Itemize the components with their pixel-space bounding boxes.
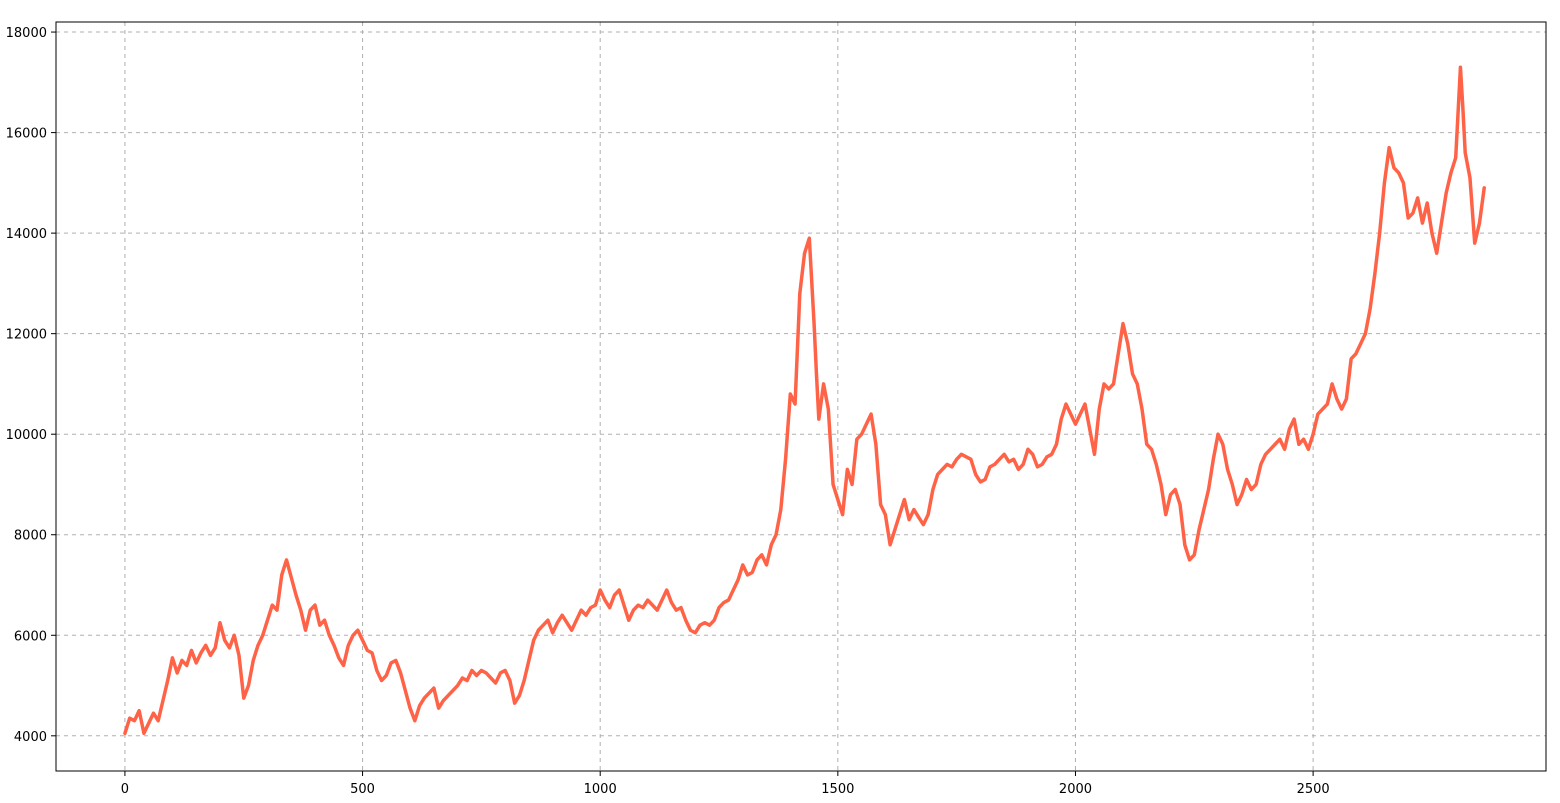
x-axis-ticks: 0 500 1000 1500 2000 2500 [121, 771, 1330, 797]
series-lines [123, 65, 1486, 736]
x-tick-label: 0 [121, 782, 129, 797]
series-line [123, 65, 1486, 736]
x-tick-label: 2500 [1297, 782, 1330, 797]
y-tick-label: 18000 [6, 26, 47, 41]
y-tick-label: 10000 [6, 428, 47, 443]
x-tick-label: 1500 [821, 782, 854, 797]
y-axis-ticks: 4000 6000 8000 10000 12000 14000 16000 18000 [6, 26, 56, 745]
y-tick-label: 14000 [6, 227, 47, 242]
y-tick-label: 8000 [14, 529, 47, 544]
x-tick-label: 2000 [1059, 782, 1092, 797]
y-tick-label: 16000 [6, 127, 47, 142]
grid-lines [56, 22, 1546, 771]
x-tick-label: 1000 [584, 782, 617, 797]
x-tick-label: 500 [350, 782, 375, 797]
y-tick-label: 12000 [6, 328, 47, 343]
y-tick-label: 4000 [14, 730, 47, 745]
y-tick-label: 6000 [14, 629, 47, 644]
plot-frame [55, 21, 1547, 772]
